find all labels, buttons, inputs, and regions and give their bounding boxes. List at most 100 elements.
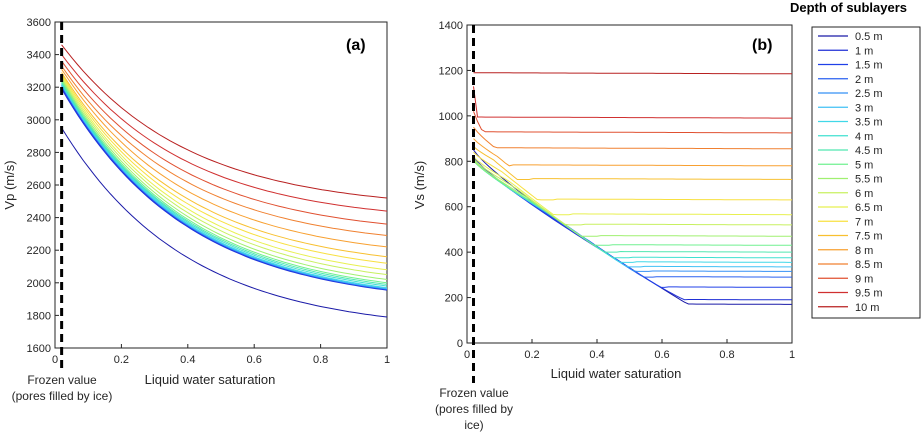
legend-entry-label: 10 m	[855, 302, 879, 314]
panel-a-label: (a)	[346, 37, 366, 54]
y-tick-label: 1200	[439, 65, 463, 77]
panel-b-chart: 0 0.2 0.4 0.6 0.8 10200400600800100012001400 …	[412, 20, 795, 432]
vp-series-line	[61, 83, 388, 289]
y-tick-label: 3000	[27, 115, 51, 127]
legend-entry-label: 9.5 m	[855, 288, 883, 300]
panel-b-series	[473, 72, 793, 305]
y-tick-label: 2000	[27, 278, 51, 290]
x-tick-label: 0.2	[524, 349, 539, 361]
legend-entry-label: 9 m	[855, 273, 873, 285]
panel-b-annotation-line1: Frozen value	[439, 386, 509, 400]
vp-series-line	[61, 72, 388, 258]
panel-b-ylabel: Vs (m/s)	[412, 161, 427, 209]
panel-a-xlabel: Liquid water saturation	[145, 372, 276, 387]
legend-entry-label: 5 m	[855, 159, 873, 171]
vs-series-line	[473, 126, 792, 150]
panel-b-annotation-line3: ice)	[464, 418, 483, 432]
y-tick-label: 400	[445, 247, 463, 259]
y-tick-label: 3200	[27, 82, 51, 94]
panel-a-ylabel: Vp (m/s)	[2, 160, 17, 209]
vs-series-line	[473, 151, 792, 201]
vs-series-line	[473, 160, 792, 253]
vp-series-line	[61, 77, 388, 276]
legend-entry-label: 3.5 m	[855, 117, 883, 129]
legend-entry-label: 0.5 m	[855, 31, 883, 43]
vs-series-line	[473, 156, 792, 216]
y-tick-label: 3400	[27, 50, 51, 62]
vp-series-line	[61, 82, 388, 287]
vs-series-line	[473, 146, 793, 180]
y-tick-label: 2400	[27, 213, 51, 225]
vp-series-line	[61, 88, 388, 291]
x-tick-label: 0.8	[313, 354, 328, 366]
y-tick-label: 200	[445, 293, 463, 305]
panel-b-label: (b)	[752, 37, 772, 54]
vs-series-line	[473, 138, 792, 167]
legend-entry-label: 5.5 m	[855, 174, 883, 186]
panel-b-ticks: 0 0.2 0.4 0.6 0.8 1 0 200 400 600 800 1000 1200 1400	[439, 20, 796, 361]
legend-entry-label: 3 m	[855, 102, 873, 114]
y-tick-label: 1400	[439, 20, 463, 32]
legend-entry-label: 6 m	[855, 188, 873, 200]
x-tick-label: 0.6	[654, 349, 669, 361]
y-tick-label: 1800	[27, 310, 51, 322]
panel-a-ticks: 0 0.2 0.4 0.6 0.8 1 1600 1800 2000 2200 2400 2600 28…	[27, 17, 391, 366]
legend-box	[811, 26, 921, 319]
y-tick-label: 2800	[27, 147, 51, 159]
panel-a-annotation-line2: (pores filled by ice)	[12, 389, 113, 403]
legend-title: Depth of sublayers	[790, 0, 907, 15]
legend-entry-label: 1.5 m	[855, 60, 883, 72]
x-tick-label: 0.4	[180, 354, 195, 366]
x-tick-label: 0.6	[247, 354, 262, 366]
x-tick-label: 0.8	[719, 349, 734, 361]
legend-entry-label: 7 m	[855, 216, 873, 228]
x-tick-label: 0.2	[114, 354, 129, 366]
panel-a-axes-box	[54, 21, 388, 349]
legend: Depth of sublayers 0.5 m 1 m 1.5 m 2 m 2.5 m…	[790, 0, 921, 319]
vp-series-line	[61, 65, 388, 236]
vs-series-line	[473, 158, 792, 226]
y-tick-label: 2200	[27, 245, 51, 257]
panel-b-annotation-line2: (pores filled by	[435, 402, 513, 416]
x-tick-label: 0	[464, 349, 470, 361]
vp-series-line	[61, 75, 388, 271]
vp-series-line	[61, 82, 388, 285]
vp-series-line	[61, 127, 388, 318]
legend-entry-label: 4.5 m	[855, 145, 883, 157]
vs-series-line	[473, 72, 792, 75]
legend-items: 0.5 m 1 m 1.5 m 2 m 2.5 m 3 m 3.5 m 4 m 4.5 m 5 m…	[818, 31, 883, 314]
vp-series-line	[61, 69, 388, 248]
legend-entry-label: 8.5 m	[855, 259, 883, 271]
y-tick-label: 3600	[27, 17, 51, 29]
vp-series-line	[61, 44, 388, 199]
vp-series-line	[61, 54, 388, 212]
legend-entry-label: 7.5 m	[855, 231, 883, 243]
vp-series-line	[61, 84, 388, 289]
vp-series-line	[61, 60, 388, 225]
panel-b-axes-box	[466, 24, 793, 344]
legend-entry-label: 2.5 m	[855, 88, 883, 100]
panel-a-series	[61, 44, 388, 318]
x-tick-label: 0	[52, 354, 58, 366]
y-tick-label: 600	[445, 202, 463, 214]
vp-series-line	[61, 80, 388, 284]
x-tick-label: 1	[384, 354, 390, 366]
vs-series-line	[473, 159, 792, 237]
panel-b-xlabel: Liquid water saturation	[551, 366, 682, 381]
vp-series-line	[61, 73, 388, 264]
y-tick-label: 0	[457, 338, 463, 350]
legend-entry-label: 2 m	[855, 74, 873, 86]
legend-entry-label: 1 m	[855, 45, 873, 57]
vs-series-line	[473, 86, 792, 119]
legend-entry-label: 8 m	[855, 245, 873, 257]
legend-entry-label: 4 m	[855, 131, 873, 143]
y-tick-label: 800	[445, 156, 463, 168]
x-tick-label: 1	[789, 349, 795, 361]
panel-a-annotation-line1: Frozen value	[27, 373, 97, 387]
y-tick-label: 1600	[27, 343, 51, 355]
x-tick-label: 0.4	[589, 349, 604, 361]
legend-entry-label: 6.5 m	[855, 202, 883, 214]
panel-a-chart: 0 0.2 0.4 0.6 0.8 1 1600 1800 2000 2200 2400 2600 28…	[2, 17, 390, 403]
y-tick-label: 2600	[27, 180, 51, 192]
